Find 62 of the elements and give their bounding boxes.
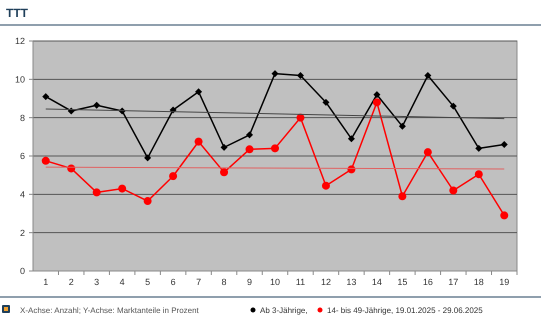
point xyxy=(144,197,152,206)
x-tick-label: 14 xyxy=(372,277,382,287)
x-tick-label: 19 xyxy=(499,277,510,287)
point xyxy=(373,91,380,98)
point xyxy=(424,148,432,156)
y-tick-label: 6 xyxy=(20,151,25,162)
text: X-Achse: Anzahl; Y-Achse: Marktanteile in Prozent xyxy=(20,306,200,315)
x-tick-label: 18 xyxy=(474,277,484,287)
x-tick-label: 4 xyxy=(120,277,125,287)
point xyxy=(220,144,228,151)
y-tick-label: 2 xyxy=(20,228,25,238)
point xyxy=(195,88,202,96)
point xyxy=(450,102,457,110)
y-tick-label: 0 xyxy=(20,266,25,276)
x-tick-label: 3 xyxy=(94,277,100,287)
legend-label: Ab 3-Jährige, xyxy=(260,306,308,315)
x-tick-label: 1 xyxy=(43,277,48,287)
point xyxy=(475,144,482,152)
point xyxy=(474,170,483,178)
point xyxy=(118,184,126,193)
x-tick-label: 7 xyxy=(196,277,202,287)
point xyxy=(296,72,304,79)
point xyxy=(372,98,381,106)
point xyxy=(93,102,100,109)
point xyxy=(246,131,254,138)
x-tick-label: 5 xyxy=(145,277,150,287)
point xyxy=(92,188,101,196)
x-tick-label: 16 xyxy=(422,277,433,287)
point xyxy=(322,182,330,190)
point xyxy=(348,135,355,142)
point xyxy=(398,122,406,130)
point xyxy=(42,156,50,165)
x-tick-label: 15 xyxy=(397,277,408,287)
point xyxy=(220,168,228,176)
x-tick-label: 10 xyxy=(270,277,280,287)
point xyxy=(144,154,152,162)
y-tick-label: 8 xyxy=(20,112,25,123)
x-tick-label: 8 xyxy=(222,277,227,287)
y-tick-label: 10 xyxy=(14,74,25,84)
x-tick-label: 9 xyxy=(247,277,252,287)
legend-label: 14- bis 49-Jährige, 19.01.2025 - 29.06.2025 xyxy=(327,306,484,315)
x-tick-label: 11 xyxy=(296,277,306,287)
point xyxy=(424,72,432,79)
point xyxy=(449,186,458,194)
point xyxy=(398,192,406,200)
x-tick-label: 12 xyxy=(320,277,331,287)
y-tick-label: 12 xyxy=(14,36,25,46)
point xyxy=(500,141,508,148)
point xyxy=(194,138,203,146)
point xyxy=(271,144,279,152)
point xyxy=(42,93,50,100)
point xyxy=(246,145,254,154)
x-tick-label: 2 xyxy=(68,277,74,287)
chart-title: TTT xyxy=(6,6,29,20)
x-tick-label: 13 xyxy=(346,277,356,287)
y-tick-label: 4 xyxy=(20,189,25,200)
x-tick-label: 17 xyxy=(448,277,458,287)
point xyxy=(500,211,508,220)
point xyxy=(169,172,178,180)
x-tick-label: 6 xyxy=(170,277,176,287)
point xyxy=(322,98,330,106)
point xyxy=(272,70,278,78)
